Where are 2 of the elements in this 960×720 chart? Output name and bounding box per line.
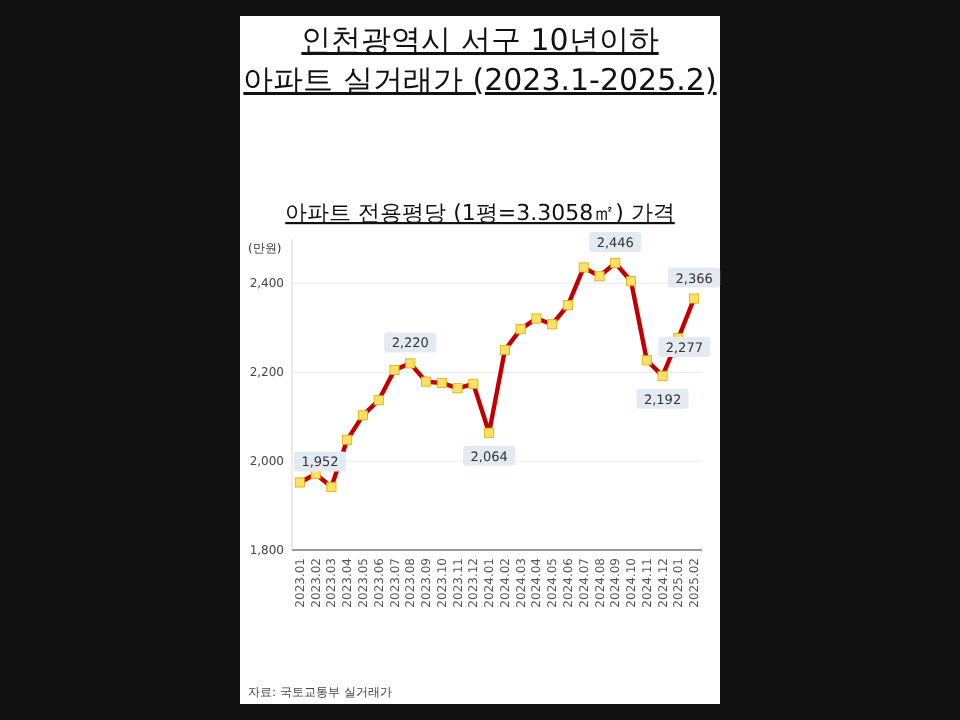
chart-title: 인천광역시 서구 10년이하 아파트 실거래가 (2023.1-2025.2) [243,22,717,98]
chart-subtitle: 아파트 전용평당 (1평=3.3058㎡) 가격 [285,200,675,226]
